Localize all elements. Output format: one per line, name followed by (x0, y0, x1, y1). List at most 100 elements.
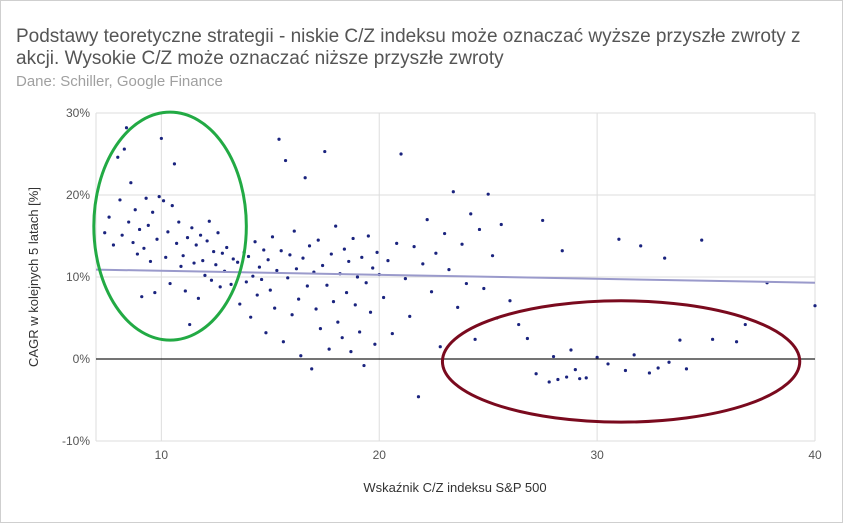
data-point (320, 263, 325, 268)
data-point (569, 348, 573, 352)
data-point (277, 137, 281, 141)
data-point (351, 236, 355, 241)
data-point (382, 295, 386, 300)
data-point (663, 256, 667, 260)
data-point (155, 237, 159, 241)
data-point (196, 296, 201, 300)
data-point (490, 254, 495, 258)
data-point (142, 246, 146, 250)
data-point (325, 283, 329, 287)
data-point (678, 338, 682, 342)
data-point (161, 199, 166, 203)
data-point (266, 258, 270, 262)
y-tick-label: 10% (66, 270, 90, 284)
data-point (307, 244, 312, 248)
data-point (364, 281, 368, 285)
data-point (464, 281, 468, 286)
data-point (262, 248, 266, 252)
data-point (153, 290, 157, 295)
data-point (181, 254, 185, 258)
data-point (375, 250, 379, 254)
data-point (288, 253, 292, 257)
data-point (349, 350, 353, 354)
data-point (684, 367, 689, 371)
data-point (305, 284, 309, 288)
data-point (362, 363, 366, 368)
data-point (229, 282, 233, 286)
data-point (573, 368, 577, 372)
data-point (632, 353, 636, 357)
data-point (318, 327, 323, 331)
x-axis-label: Wskaźnik C/Z indeksu S&P 500 (363, 480, 546, 495)
data-point (371, 266, 375, 270)
data-point (390, 331, 394, 336)
data-point (157, 195, 161, 199)
data-point (135, 252, 139, 256)
data-point (667, 360, 671, 364)
grid-lines (95, 112, 816, 442)
x-tick-label: 40 (808, 448, 822, 462)
data-point (623, 368, 628, 373)
data-point (416, 395, 421, 399)
data-point (249, 315, 253, 319)
data-point (164, 255, 168, 259)
data-point (286, 276, 290, 280)
data-point (225, 245, 229, 250)
tick-labels: -10% 0% 10% 20% 30% 10 20 30 40 (62, 106, 822, 462)
data-point (556, 377, 560, 382)
data-point (336, 320, 340, 324)
y-tick-label: 0% (73, 352, 91, 366)
data-point (179, 264, 183, 268)
data-point (486, 192, 490, 196)
data-point (120, 233, 124, 237)
y-tick-label: 20% (66, 188, 90, 202)
data-point (116, 155, 120, 159)
data-point (127, 220, 131, 224)
data-point (331, 300, 336, 304)
data-point (606, 362, 610, 366)
chart-subtitle: Dane: Schiller, Google Finance (16, 73, 223, 90)
data-point (469, 212, 473, 216)
data-point (131, 240, 135, 245)
data-point (386, 259, 390, 263)
data-point (212, 249, 216, 254)
data-point (310, 367, 314, 371)
data-point (551, 354, 556, 359)
data-point (456, 305, 460, 309)
data-point (194, 243, 198, 247)
data-point (710, 337, 715, 341)
data-point (118, 198, 122, 202)
data-point (299, 354, 303, 358)
data-point (477, 227, 482, 232)
data-point (270, 235, 275, 239)
data-point (192, 261, 196, 265)
data-point (347, 259, 351, 264)
data-point (297, 297, 301, 301)
data-point (734, 340, 739, 344)
data-point (148, 259, 153, 264)
low-pe-ellipse (92, 110, 248, 342)
data-point (251, 274, 255, 278)
data-point (340, 336, 344, 340)
data-point (144, 196, 148, 200)
data-point (301, 256, 305, 260)
trendline (95, 268, 816, 284)
data-point (246, 254, 251, 259)
data-point (133, 208, 137, 212)
data-point (185, 236, 190, 240)
data-point (103, 231, 107, 235)
data-point (639, 244, 643, 248)
data-point (395, 241, 399, 245)
data-point (323, 149, 327, 154)
data-point (517, 322, 521, 327)
overlays (92, 110, 816, 424)
data-point (201, 259, 205, 263)
data-point (314, 307, 318, 311)
data-point (203, 273, 207, 277)
data-point (358, 330, 362, 334)
data-point (366, 234, 370, 238)
data-point (547, 380, 551, 384)
data-point (525, 336, 530, 341)
data-point (421, 262, 425, 266)
